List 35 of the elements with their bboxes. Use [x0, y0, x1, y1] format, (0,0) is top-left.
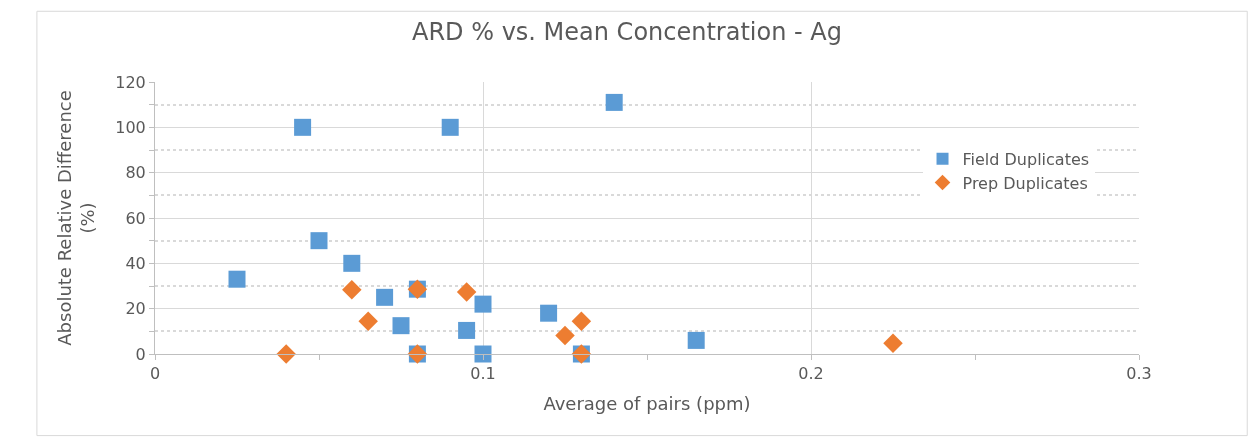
y-tick-label: 40 — [125, 253, 146, 273]
y-tick-label: 60 — [125, 208, 146, 228]
point — [310, 232, 328, 250]
point — [474, 345, 492, 363]
y-tick-label: 80 — [125, 163, 146, 183]
point — [376, 288, 394, 306]
legend-label: Prep Duplicates — [962, 173, 1088, 193]
x-tick-label: 0 — [149, 364, 161, 384]
y-axis-title: Absolute Relative Difference (%) — [54, 90, 99, 346]
point — [228, 270, 246, 288]
point — [605, 93, 623, 111]
x-tick-label: 0.2 — [798, 364, 824, 384]
point — [540, 304, 558, 322]
point — [441, 118, 459, 136]
point — [458, 321, 476, 339]
chart-title: ARD % vs. Mean Concentration - Ag — [412, 17, 842, 46]
legend-label: Field Duplicates — [962, 149, 1090, 169]
y-tick-label: 0 — [135, 344, 146, 364]
point — [358, 311, 378, 332]
point — [456, 282, 477, 302]
y-tick-label: 120 — [115, 72, 146, 92]
point — [571, 311, 592, 332]
x-axis-title: Average of pairs (ppm) — [543, 393, 751, 415]
y-tick-label: 100 — [115, 117, 146, 137]
point — [343, 254, 361, 272]
point — [342, 280, 362, 300]
point — [392, 317, 410, 335]
point — [883, 333, 903, 354]
point — [687, 331, 705, 349]
point — [474, 295, 492, 313]
x-tick-label: 0.1 — [470, 364, 496, 384]
point — [294, 118, 312, 136]
x-tick-label: 0.3 — [1126, 364, 1152, 384]
y-tick-label: 20 — [125, 299, 146, 319]
point — [555, 325, 575, 346]
